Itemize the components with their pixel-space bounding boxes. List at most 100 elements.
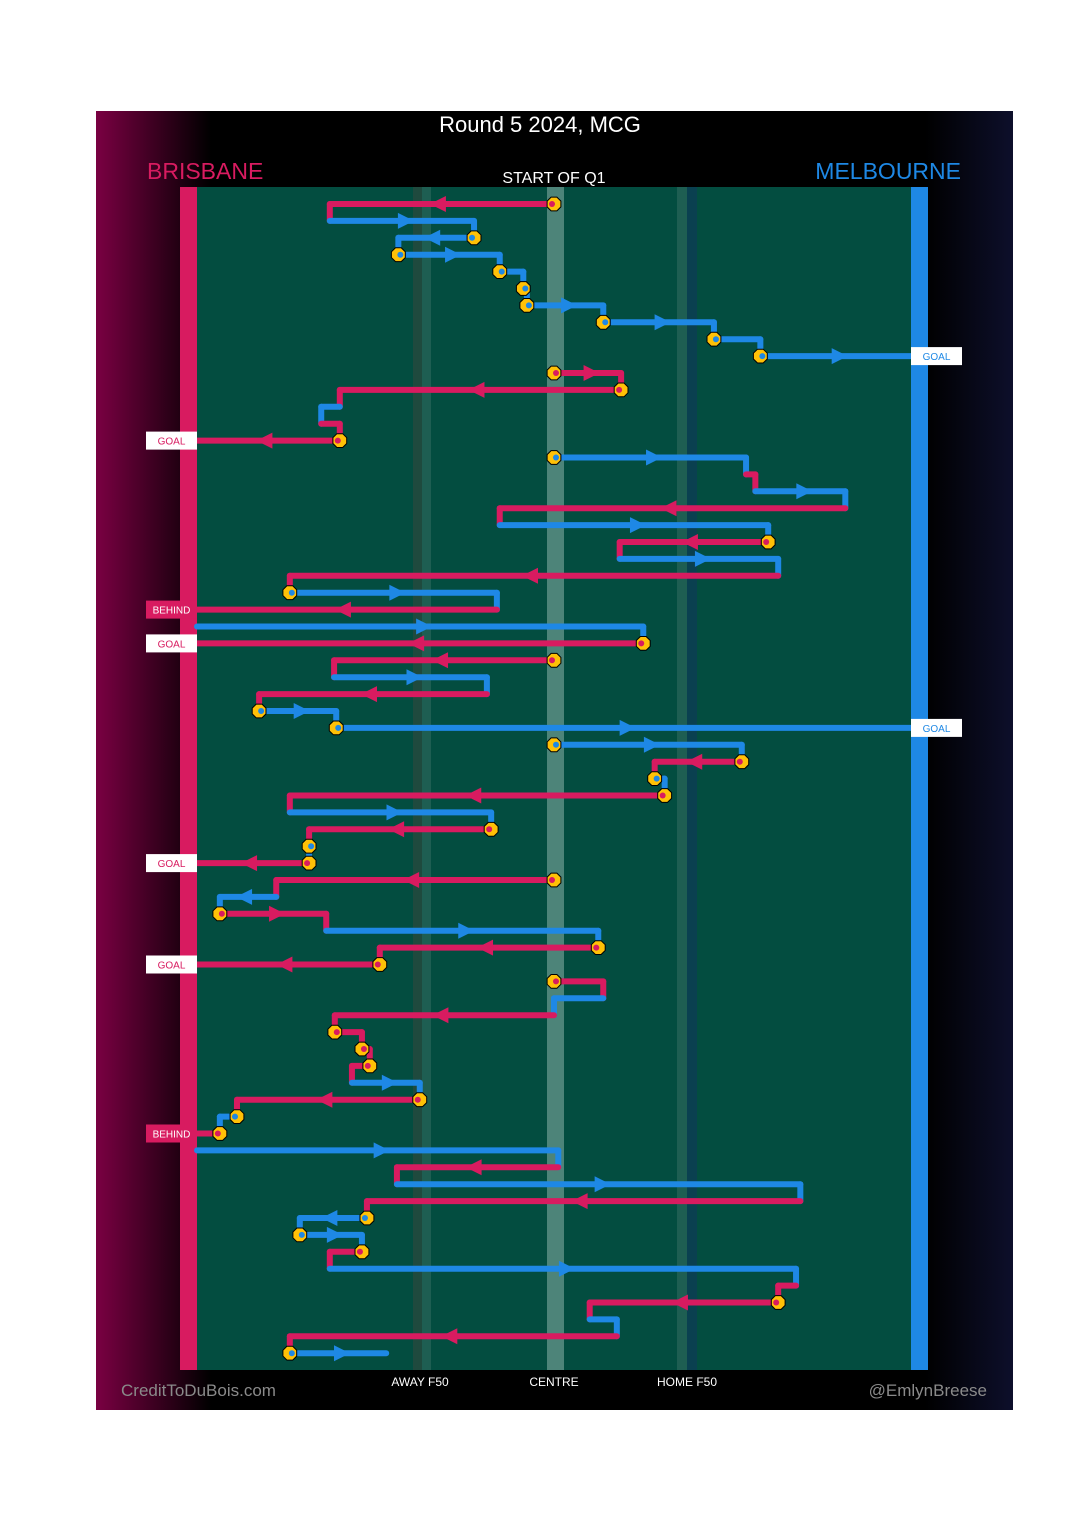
stoppage-marker-dot <box>486 826 493 833</box>
stoppage-marker-dot <box>653 775 660 782</box>
direction-arrow-icon <box>465 1159 482 1176</box>
stoppage-marker-dot <box>553 741 559 748</box>
direction-arrow-icon <box>477 939 494 956</box>
direction-arrow-icon <box>796 483 813 500</box>
direction-arrow-icon <box>236 888 253 905</box>
score-label-goal: GOAL <box>923 724 951 735</box>
stoppage-marker-dot <box>333 1029 340 1036</box>
direction-arrow-icon <box>334 1345 351 1362</box>
period-label: START OF Q1 <box>502 170 606 187</box>
stoppage-marker-dot <box>218 910 225 917</box>
melbourne-goal-line <box>911 187 928 1370</box>
stoppage-marker-dot <box>374 961 381 968</box>
stoppage-marker-dot <box>308 843 315 850</box>
away-f50-band-light <box>422 187 431 1370</box>
direction-arrow-icon <box>381 1074 398 1091</box>
direction-arrow-icon <box>361 686 378 703</box>
axis-label-centre: CENTRE <box>529 1375 579 1389</box>
stoppage-marker-dot <box>602 319 609 326</box>
direction-arrow-icon <box>397 212 414 229</box>
home-team-label: BRISBANE <box>147 158 264 184</box>
direction-arrow-icon <box>671 1294 688 1311</box>
direction-arrow-icon <box>293 703 310 719</box>
stoppage-marker-dot <box>288 1350 295 1357</box>
stoppage-marker-dot <box>258 708 265 714</box>
score-label-goal: GOAL <box>158 639 186 650</box>
score-label-box <box>146 955 197 974</box>
direction-arrow-icon <box>389 584 406 601</box>
direction-arrow-icon <box>594 1176 611 1193</box>
score-label-goal: GOAL <box>158 961 186 972</box>
direction-arrow-icon <box>406 669 423 686</box>
direction-arrow-icon <box>643 736 660 753</box>
stoppage-marker-dot <box>298 1231 305 1238</box>
direction-arrow-icon <box>694 550 711 567</box>
direction-arrow-icon <box>468 381 485 398</box>
stoppage-marker-dot <box>773 1299 780 1306</box>
stoppage-marker-dot <box>522 285 529 292</box>
direction-arrow-icon <box>388 821 405 838</box>
direction-arrow-icon <box>424 229 441 246</box>
stoppage-marker-dot <box>553 454 559 461</box>
direction-arrow-icon <box>629 517 646 534</box>
score-label-box <box>911 347 962 366</box>
score-label-box <box>146 854 197 873</box>
stoppage-marker-dot <box>549 657 555 664</box>
stoppage-marker-dot <box>304 860 311 867</box>
direction-arrow-icon <box>681 534 698 550</box>
score-label-box <box>146 600 197 619</box>
direction-arrow-icon <box>403 872 420 888</box>
direction-arrow-icon <box>654 314 671 331</box>
direction-arrow-icon <box>445 246 462 263</box>
home-f50-band-light <box>677 187 687 1370</box>
credit-right: @EmlynBreese <box>868 1381 987 1400</box>
score-label-box <box>146 634 197 653</box>
direction-arrow-icon <box>408 635 425 652</box>
direction-arrow-icon <box>831 348 848 365</box>
direction-arrow-icon <box>465 787 482 804</box>
direction-arrow-icon <box>321 1210 338 1226</box>
stoppage-marker-dot <box>231 1113 238 1120</box>
direction-arrow-icon <box>558 1260 575 1277</box>
score-label-box <box>911 718 962 737</box>
away-team-label: MELBOURNE <box>815 158 961 184</box>
direction-arrow-icon <box>432 652 449 669</box>
direction-arrow-icon <box>522 567 539 584</box>
direction-arrow-icon <box>416 618 433 635</box>
stoppage-marker-dot <box>759 353 766 360</box>
direction-arrow-icon <box>386 804 403 821</box>
stoppage-marker-dot <box>763 539 770 545</box>
direction-arrow-icon <box>432 1007 449 1024</box>
direction-arrow-icon <box>441 1328 458 1345</box>
direction-arrow-icon <box>619 719 636 736</box>
direction-arrow-icon <box>316 1091 333 1108</box>
score-label-goal: GOAL <box>923 352 951 363</box>
direction-arrow-icon <box>276 956 293 973</box>
score-label-behind: BEHIND <box>153 606 191 617</box>
stoppage-marker-dot <box>553 370 559 376</box>
stoppage-marker-dot <box>361 1215 368 1221</box>
stoppage-marker-dot <box>549 201 555 207</box>
credit-left: CreditToDuBois.com <box>121 1381 276 1400</box>
stoppage-marker-dot <box>356 1248 363 1255</box>
stoppage-marker-dot <box>469 234 476 241</box>
direction-arrow-icon <box>373 1142 390 1159</box>
direction-arrow-icon <box>660 500 677 517</box>
direction-arrow-icon <box>458 922 475 939</box>
direction-arrow-icon <box>334 601 351 618</box>
stoppage-marker-dot <box>364 1062 371 1069</box>
stoppage-marker-dot <box>525 302 532 309</box>
stoppage-marker-dot <box>736 758 743 765</box>
direction-arrow-icon <box>326 1226 343 1243</box>
direction-arrow-icon <box>269 905 286 922</box>
melbourne-side-gradient <box>925 111 1013 1410</box>
stoppage-marker-dot <box>214 1130 221 1137</box>
axis-label-home-f50: HOME F50 <box>656 1375 717 1389</box>
axis-label-away-f50: AWAY F50 <box>391 1375 449 1389</box>
direction-arrow-icon <box>256 432 273 449</box>
stoppage-marker-dot <box>335 724 342 731</box>
direction-arrow-icon <box>583 365 600 381</box>
stoppage-marker-dot <box>593 944 600 951</box>
score-label-box <box>146 1124 197 1143</box>
